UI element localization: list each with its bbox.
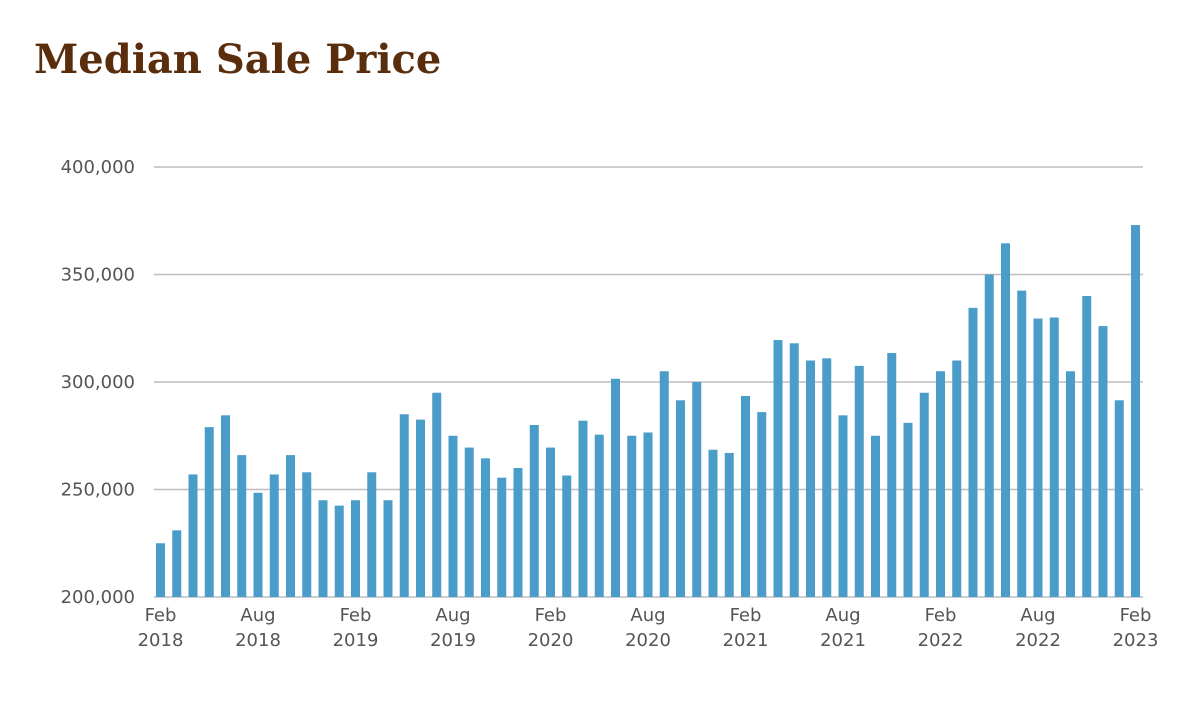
bar <box>903 422 913 597</box>
bar <box>741 395 750 597</box>
bar <box>822 358 832 597</box>
bar <box>529 425 539 597</box>
bar <box>1082 296 1092 597</box>
x-tick-label-year: 2019 <box>333 630 379 651</box>
bar <box>432 392 442 597</box>
bar <box>919 392 929 597</box>
x-tick-label-month: Feb <box>925 605 957 626</box>
x-tick-label-year: 2023 <box>1113 630 1159 651</box>
x-tick-label-year: 2018 <box>235 630 281 651</box>
bar <box>1114 400 1124 597</box>
bar <box>269 474 279 597</box>
x-tick-label-year: 2020 <box>528 630 574 651</box>
bar <box>237 455 247 597</box>
bar <box>562 475 572 597</box>
bar <box>611 378 620 597</box>
bar <box>659 371 669 597</box>
bar <box>221 415 230 597</box>
bar <box>448 435 458 597</box>
x-tick-label-month: Feb <box>730 605 762 626</box>
y-axis: 200,000 250,000 300,000 350,000 400,000 <box>61 157 135 608</box>
bar <box>838 415 848 597</box>
bar <box>984 274 994 597</box>
y-tick-label: 300,000 <box>61 372 135 393</box>
bar <box>497 477 507 597</box>
bar <box>1049 317 1059 597</box>
bar <box>968 307 978 597</box>
x-tick-label-year: 2021 <box>820 630 866 651</box>
x-tick-label-year: 2022 <box>918 630 964 651</box>
x-tick-label-year: 2021 <box>723 630 769 651</box>
chart-title: Median Sale Price <box>34 36 442 83</box>
bar <box>594 434 604 597</box>
bar <box>692 382 702 597</box>
y-tick-label: 400,000 <box>61 157 135 178</box>
bar <box>416 419 425 598</box>
x-tick-label-month: Feb <box>1120 605 1152 626</box>
bar <box>464 447 474 597</box>
bar <box>351 500 360 597</box>
bar <box>513 468 523 597</box>
bar <box>1066 371 1075 597</box>
x-tick-label-month: Aug <box>630 605 665 626</box>
bar <box>676 400 685 597</box>
bar <box>383 500 393 597</box>
bar <box>887 352 897 597</box>
bar <box>481 458 490 597</box>
bar <box>854 365 864 598</box>
bar <box>156 543 165 597</box>
bar <box>627 435 637 597</box>
bar <box>1098 326 1108 597</box>
x-tick-label-month: Feb <box>535 605 567 626</box>
x-axis: Feb 2018 Aug 2018 Feb 2019 Aug 2019 Feb 2020 Aug 20… <box>138 605 1159 651</box>
bar <box>302 472 312 597</box>
bar <box>643 432 653 597</box>
bar <box>1001 243 1010 597</box>
bar <box>871 435 880 597</box>
bar <box>204 427 214 597</box>
y-tick-label: 250,000 <box>61 480 135 501</box>
bar <box>773 340 783 597</box>
x-tick-label-year: 2018 <box>138 630 184 651</box>
x-tick-label-month: Aug <box>240 605 275 626</box>
bar <box>1033 318 1043 597</box>
x-tick-label-month: Aug <box>435 605 470 626</box>
bar <box>318 500 328 597</box>
bar <box>172 530 182 597</box>
x-tick-label-month: Aug <box>825 605 860 626</box>
bar <box>578 420 588 597</box>
bar <box>367 472 377 597</box>
bar <box>757 412 767 597</box>
bar <box>724 452 734 597</box>
bar <box>789 343 799 597</box>
bar <box>334 505 344 598</box>
bar <box>546 447 555 597</box>
bar <box>708 449 718 597</box>
bar <box>936 371 945 597</box>
bar <box>806 360 815 597</box>
bars <box>156 225 1140 598</box>
y-tick-label: 350,000 <box>61 265 135 286</box>
x-tick-label-month: Feb <box>340 605 372 626</box>
bar <box>952 360 962 597</box>
y-tick-label: 200,000 <box>61 587 135 608</box>
bar <box>1131 225 1140 598</box>
bar <box>1017 290 1027 598</box>
bar <box>253 492 263 597</box>
x-tick-label-year: 2020 <box>625 630 671 651</box>
x-tick-label-year: 2019 <box>430 630 476 651</box>
bar <box>399 414 409 597</box>
x-tick-label-year: 2022 <box>1015 630 1061 651</box>
bar <box>188 474 198 597</box>
x-tick-label-month: Aug <box>1020 605 1055 626</box>
bar <box>286 455 295 597</box>
x-tick-label-month: Feb <box>145 605 177 626</box>
